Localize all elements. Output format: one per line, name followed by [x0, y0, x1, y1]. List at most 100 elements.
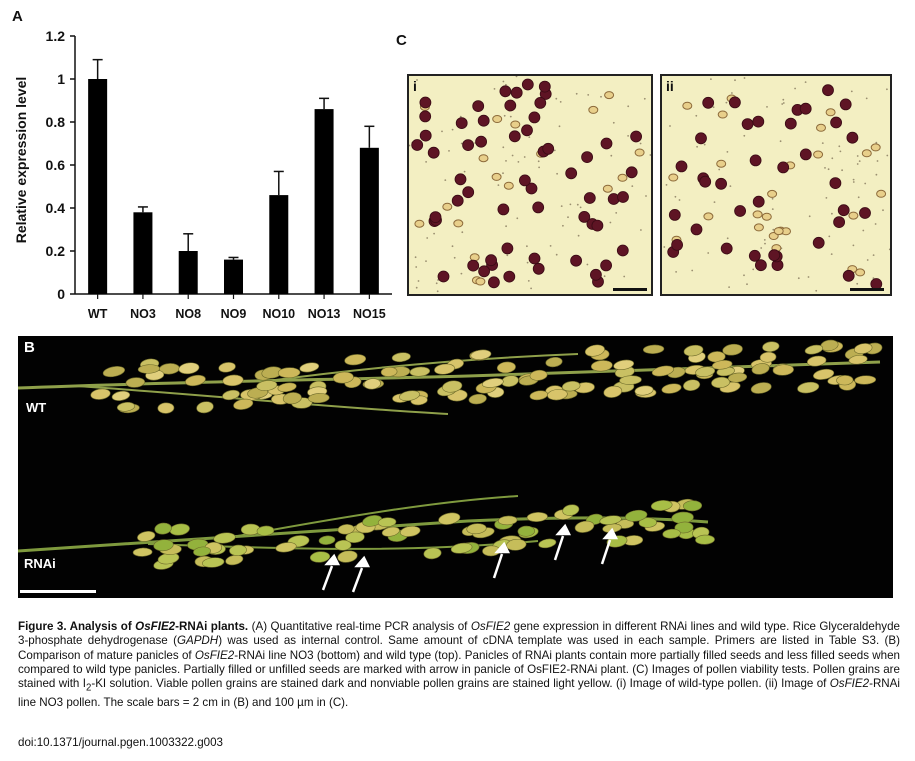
viable-pollen-grain: [600, 137, 613, 150]
rice-seed: [157, 402, 175, 414]
wt-label: WT: [26, 400, 47, 415]
viable-pollen-grain: [799, 102, 812, 115]
viable-pollen-grain: [534, 96, 547, 109]
rice-seed: [599, 515, 622, 525]
nonviable-pollen-grain: [870, 143, 881, 152]
rice-seed: [308, 393, 330, 404]
rice-seed: [90, 388, 111, 400]
rice-seed: [547, 389, 568, 401]
nonviable-pollen-grain: [604, 91, 615, 100]
nonviable-pollen-grain: [717, 110, 728, 119]
rice-seed: [529, 369, 548, 381]
rice-seed: [466, 523, 487, 535]
viable-pollen-grain: [581, 151, 594, 163]
rice-seed: [202, 557, 225, 568]
viable-pollen-grain: [419, 129, 432, 142]
rice-seed: [574, 520, 595, 533]
rice-seed: [169, 523, 190, 536]
viable-pollen-grain: [768, 249, 781, 262]
rice-seed: [807, 355, 827, 367]
rice-seed: [634, 385, 654, 396]
viable-pollen-grain: [812, 236, 825, 249]
rice-seed: [399, 525, 421, 537]
rice-seed: [650, 500, 673, 511]
x-tick-label: NO15: [353, 307, 386, 321]
rice-seed: [409, 366, 431, 377]
viable-pollen-grain: [503, 270, 516, 283]
viable-pollen-grain: [839, 98, 852, 111]
rice-seed: [751, 363, 770, 375]
viable-pollen-grain: [451, 194, 464, 207]
bar: [314, 109, 334, 294]
rice-seed: [277, 382, 297, 393]
nonviable-pollen-grain: [588, 105, 599, 114]
rice-seed: [683, 379, 701, 391]
micrograph-ii: ii: [660, 74, 892, 296]
viable-pollen-grain: [749, 154, 762, 167]
viable-pollen-grain: [542, 142, 555, 155]
y-tick-label: 0.6: [46, 157, 66, 173]
rice-seed: [111, 390, 131, 401]
nonviable-pollen-grain: [602, 184, 613, 193]
bar: [133, 212, 153, 294]
nonviable-pollen-grain: [876, 189, 887, 198]
rice-seed: [854, 375, 877, 385]
nonviable-pollen-grain: [825, 108, 836, 117]
viable-pollen-grain: [837, 204, 850, 217]
x-tick-label: WT: [88, 307, 108, 321]
rice-seed: [193, 546, 211, 557]
nonviable-pollen-grain: [716, 159, 727, 168]
arrow-icon: [600, 527, 619, 565]
rice-seed: [154, 522, 172, 535]
viable-pollen-grain: [504, 99, 517, 112]
viable-pollen-grain: [525, 182, 538, 195]
rice-seed: [423, 547, 442, 560]
viable-pollen-grain: [528, 111, 541, 124]
viable-pollen-grain: [510, 86, 523, 99]
rice-seed: [222, 389, 240, 401]
rice-seed: [434, 363, 455, 375]
figure-caption: Figure 3. Analysis of OsFIE2-RNAi plants…: [18, 620, 900, 709]
viable-pollen-grain: [488, 276, 500, 289]
rice-seed: [277, 367, 301, 379]
rice-seed: [377, 517, 397, 528]
viable-pollen-grain: [833, 216, 846, 229]
nonviable-pollen-grain: [617, 173, 628, 182]
rice-seed: [772, 364, 794, 376]
rice-seed: [380, 366, 398, 377]
viable-pollen-grain: [822, 84, 834, 97]
viable-pollen-grain: [532, 262, 545, 275]
panicles-illustration: [18, 339, 883, 593]
nonviable-pollen-grain: [761, 212, 772, 221]
rice-seed: [275, 542, 297, 553]
rice-seed: [116, 402, 136, 412]
rice-seed: [642, 344, 665, 354]
rice-seed: [218, 362, 236, 373]
viable-pollen-grain: [455, 117, 468, 129]
rice-seed: [468, 393, 487, 405]
y-tick-label: 0.4: [46, 200, 66, 216]
rice-seed: [804, 344, 824, 355]
viable-pollen-grain: [734, 205, 746, 217]
viable-pollen-grain: [630, 130, 643, 143]
viable-pollen-grain: [411, 139, 424, 151]
viable-pollen-grain: [715, 177, 727, 190]
viable-pollen-grain: [427, 146, 440, 159]
viable-pollen-grain: [859, 207, 871, 219]
pollen-grains-i: [409, 76, 651, 293]
rice-seed: [132, 547, 153, 557]
viable-pollen-grain: [600, 259, 613, 272]
bar: [178, 251, 198, 294]
rice-seed: [178, 362, 200, 375]
rnai-label: RNAi: [24, 556, 56, 571]
rice-seed: [662, 528, 681, 539]
rice-seed: [759, 351, 777, 363]
rice-seed: [344, 354, 367, 366]
nonviable-pollen-grain: [634, 148, 645, 157]
rice-seed: [345, 531, 365, 543]
bar: [269, 195, 289, 294]
rice-seed: [299, 362, 320, 373]
viable-pollen-grain: [799, 148, 812, 161]
rice-seed: [102, 366, 125, 378]
viable-pollen-grain: [419, 96, 432, 109]
